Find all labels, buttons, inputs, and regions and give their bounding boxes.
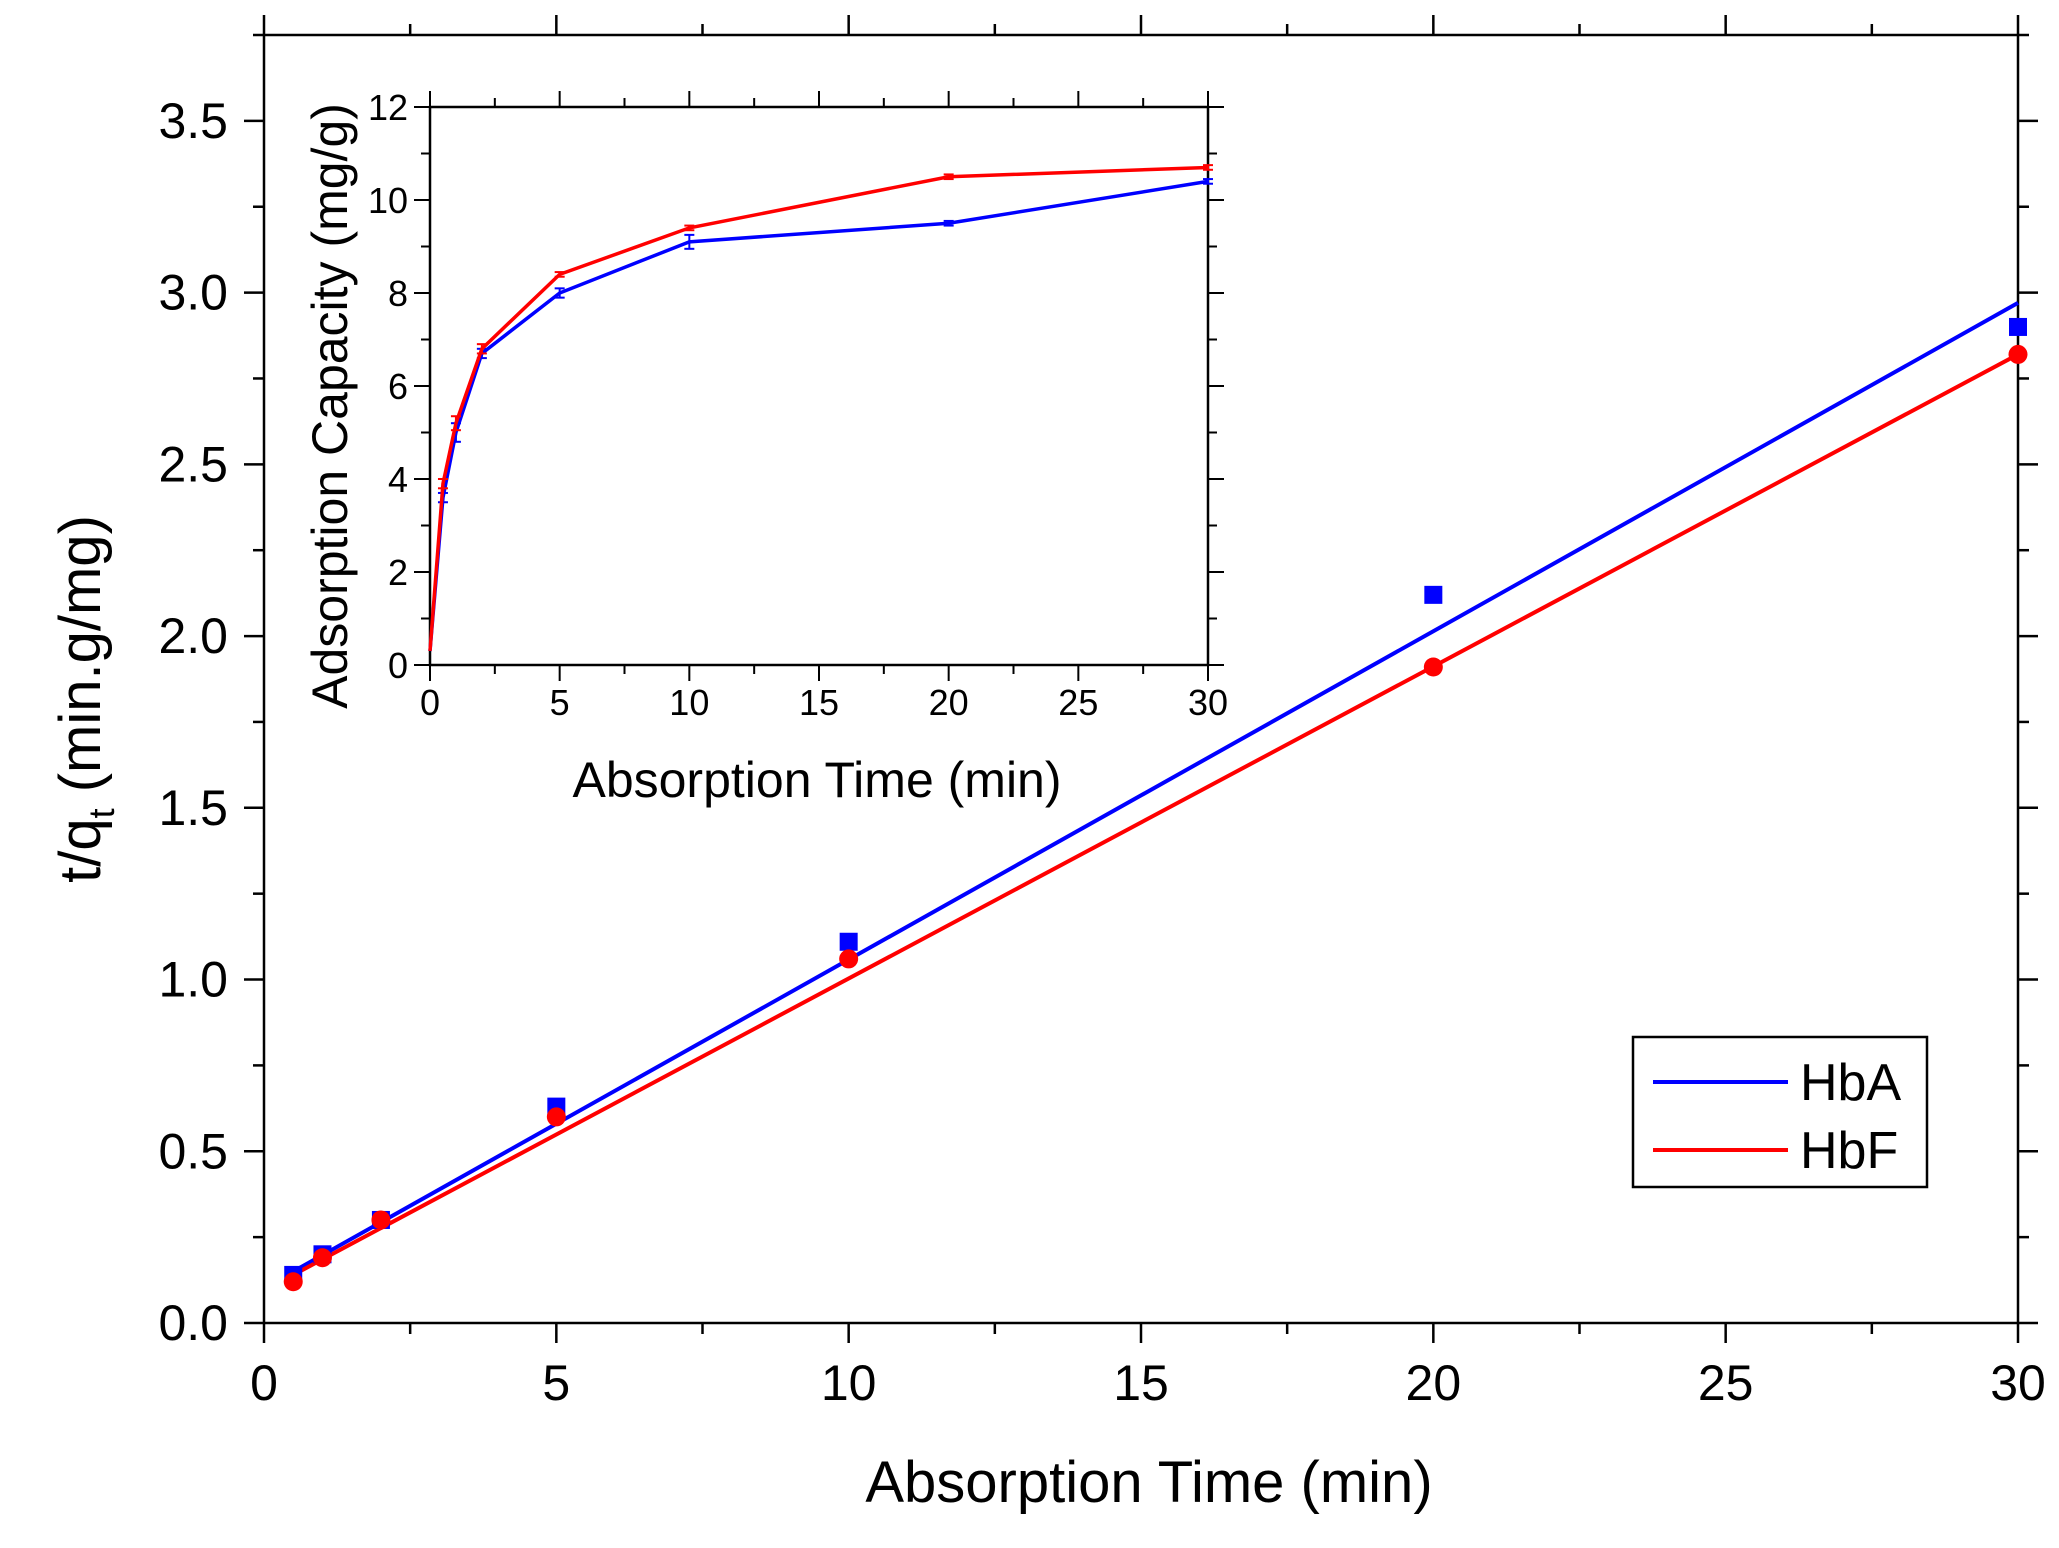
fit-line-hba [292, 301, 2019, 1274]
inset-y-tick-label: 2 [388, 552, 408, 593]
inset-x-tick-label: 20 [929, 682, 969, 723]
inset-series-lines [428, 164, 1213, 652]
inset-x-tick-label: 15 [799, 682, 839, 723]
inset-x-tick-label: 25 [1058, 682, 1098, 723]
main-y-tick-label: 3.0 [158, 265, 228, 321]
inset-y-tick-label: 8 [388, 273, 408, 314]
point-hba [839, 932, 858, 951]
point-hbf [283, 1272, 303, 1292]
point-hbf [312, 1248, 332, 1268]
point-hbf [2008, 344, 2028, 364]
main-y-tick-label: 2.5 [158, 436, 228, 492]
inset-x-tick-labels: 0 5 10 15 20 25 30 [420, 682, 1228, 723]
main-x-axis-label: Absorption Time (min) [865, 1450, 1432, 1515]
inset-line-hbf [428, 165, 1209, 652]
inset-line-hba [428, 179, 1209, 652]
main-y-tick-label: 2.0 [158, 608, 228, 664]
main-fit-lines [292, 301, 2019, 1277]
legend-label-hbf: HbF [1800, 1122, 1898, 1180]
main-axis-ticks [244, 15, 2038, 1343]
main-y-tick-labels: 0.0 0.5 1.0 1.5 2.0 2.5 3.0 3.5 [158, 93, 228, 1351]
inset-x-tick-label: 0 [420, 682, 440, 723]
main-y-label-subscript: t [81, 808, 122, 818]
main-y-label-main: t/q [48, 818, 113, 883]
inset-y-tick-label: 0 [388, 645, 408, 686]
point-hbf [839, 949, 859, 969]
main-y-label-unit: (min.g/mg) [48, 515, 113, 808]
point-hbf [546, 1107, 566, 1127]
legend-label-hba: HbA [1800, 1054, 1901, 1112]
main-chart: 0 5 10 15 20 25 30 0.00.51.01.52.02.53.03.5 Ab… [48, 15, 2046, 1515]
inset-chart: 0 5 10 15 20 25 30 0 2 4 6 8 10 12 Absorption Time (… [302, 87, 1228, 808]
main-x-tick-label: 10 [821, 1355, 877, 1411]
inset-y-tick-label: 4 [388, 459, 408, 500]
inset-y-axis-label: Adsorption Capacity (mg/g) [302, 103, 358, 709]
main-y-tick-label: 3.5 [158, 93, 228, 149]
inset-x-tick-label: 10 [669, 682, 709, 723]
main-x-tick-label: 25 [1698, 1355, 1754, 1411]
main-x-tick-label: 15 [1113, 1355, 1169, 1411]
main-y-tick-label: 0.0 [158, 1295, 228, 1351]
inset-y-tick-label: 12 [368, 87, 408, 128]
main-y-axis-label: t/qt (min.g/mg) [48, 515, 122, 883]
inset-x-tick-label: 5 [550, 682, 570, 723]
inset-background [430, 107, 1208, 665]
point-hbf [371, 1210, 391, 1230]
main-x-tick-labels: 0 5 10 15 20 25 30 [250, 1355, 2046, 1411]
main-y-tick-label: 0.5 [158, 1123, 228, 1179]
main-x-tick-label: 5 [542, 1355, 570, 1411]
inset-axis-ticks [414, 91, 1224, 681]
main-y-tick-label: 1.0 [158, 952, 228, 1008]
point-hba [2009, 317, 2027, 336]
inset-y-tick-labels: 0 2 4 6 8 10 12 [368, 87, 408, 686]
main-x-tick-label: 30 [1990, 1355, 2046, 1411]
point-hbf [1423, 657, 1443, 677]
point-hba [1424, 585, 1443, 604]
main-x-tick-label: 0 [250, 1355, 278, 1411]
legend-box [1631, 1035, 1929, 1189]
main-x-tick-label: 20 [1406, 1355, 1462, 1411]
main-data-points [283, 317, 2028, 1292]
inset-y-tick-label: 10 [368, 180, 408, 221]
inset-x-tick-label: 30 [1188, 682, 1228, 723]
inset-y-tick-label: 6 [388, 366, 408, 407]
legend: HbA HbF [1631, 1035, 1929, 1189]
main-y-tick-label: 1.5 [158, 780, 228, 836]
fit-line-hbf [292, 352, 2019, 1277]
inset-x-axis-label: Absorption Time (min) [572, 752, 1061, 808]
